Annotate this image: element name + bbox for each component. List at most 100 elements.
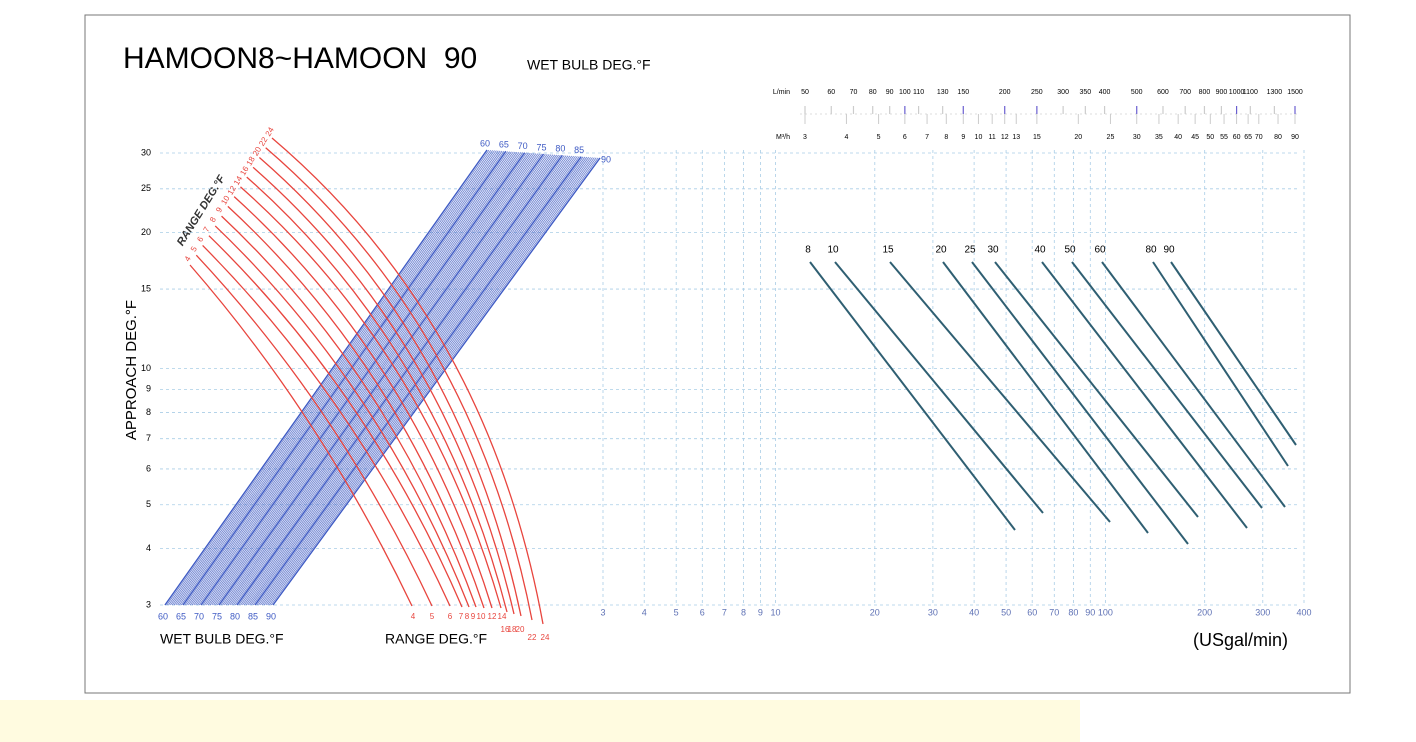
range-label-bottom: 20 [516, 625, 525, 634]
wet-bulb-band-line [173, 150, 497, 606]
m3h-tick-label: 35 [1155, 134, 1163, 141]
m3h-tick-label: 65 [1244, 134, 1252, 141]
wet-bulb-band-line [177, 150, 501, 606]
wet-bulb-band-line [180, 150, 505, 606]
m3h-tick-label: 20 [1074, 134, 1082, 141]
model-line [1152, 261, 1289, 467]
y-tick-label: 6 [146, 463, 151, 473]
wet-bulb-band-line [188, 151, 512, 606]
wet-bulb-band-line [197, 152, 522, 606]
wet-bulb-band-line [263, 157, 591, 606]
x-tick-label: 6 [700, 607, 705, 617]
m3h-tick-label: 80 [1274, 134, 1282, 141]
range-curve [271, 137, 544, 625]
y-tick-label: 30 [141, 147, 151, 157]
x-tick-label: 7 [722, 607, 727, 617]
x-tick-label: 100 [1098, 607, 1113, 617]
chart-title: HAMOON8~HAMOON 90 [123, 42, 477, 75]
model-line [1170, 261, 1297, 446]
y-tick-label: 10 [141, 363, 151, 373]
range-label-bottom: 7 [459, 612, 464, 621]
x-tick-label: 8 [741, 607, 746, 617]
range-label-bottom: 9 [471, 612, 476, 621]
range-label-bottom: 24 [541, 633, 550, 642]
lpm-tick-label: 400 [1099, 89, 1111, 96]
x-tick-label: 90 [1085, 607, 1095, 617]
wet-bulb-label-bottom: 65 [176, 611, 186, 621]
range-curve [240, 186, 502, 609]
x-tick-label: 300 [1255, 607, 1270, 617]
lpm-tick-label: 700 [1179, 89, 1191, 96]
wet-bulb-line [200, 152, 526, 606]
m3h-tick-label: 12 [1001, 134, 1009, 141]
range-label-bottom: 10 [477, 612, 486, 621]
m3h-tick-label: 25 [1107, 134, 1115, 141]
lpm-tick-label: 500 [1131, 89, 1143, 96]
x-tick-label: 70 [1049, 607, 1059, 617]
model-line [1071, 261, 1263, 509]
model-label: 20 [935, 245, 947, 256]
y-tick-label: 25 [141, 183, 151, 193]
lpm-tick-label: 70 [850, 89, 858, 96]
wet-bulb-band-line [258, 156, 586, 606]
range-label-bottom: 5 [430, 612, 435, 621]
wet-bulb-label-bottom: 75 [212, 611, 222, 621]
frame [84, 14, 1351, 694]
wet-bulb-band-line [179, 150, 503, 606]
wet-bulb-band-line [166, 149, 490, 606]
x-tick-label: 30 [928, 607, 938, 617]
range-label-bottom: 22 [528, 633, 537, 642]
wet-bulb-band-line [215, 153, 541, 606]
lpm-tick-label: 250 [1031, 89, 1043, 96]
m3h-tick-label: 90 [1291, 134, 1299, 141]
range-curve [246, 176, 508, 613]
range-curve [258, 157, 522, 617]
wet-bulb-band-line [247, 155, 574, 606]
x-tick-label: 50 [1001, 607, 1011, 617]
wet-bulb-band-line [269, 157, 597, 606]
lpm-tick-label: 1100 [1243, 89, 1258, 96]
model-label: 60 [1094, 245, 1106, 256]
lpm-tick-label: 50 [801, 89, 809, 96]
m3h-tick-label: 11 [989, 134, 996, 141]
x-tick-label: 9 [758, 607, 763, 617]
wet-bulb-label-bottom: 60 [158, 611, 168, 621]
model-label: 30 [987, 245, 999, 256]
lpm-tick-label: 150 [957, 89, 969, 96]
wet-bulb-band-line [220, 153, 546, 606]
m3h-tick-label: 13 [1012, 134, 1020, 141]
y-tick-label: 4 [146, 543, 151, 553]
model-line [1101, 261, 1286, 508]
lpm-tick-label: 130 [937, 89, 949, 96]
wet-bulb-band-line [229, 154, 556, 606]
wet-bulb-label-top: 90 [601, 154, 611, 164]
wet-bulb-band-line [202, 152, 527, 606]
lpm-tick-label: 110 [913, 89, 924, 96]
wet-bulb-line [218, 153, 545, 606]
range-curve [195, 254, 433, 607]
model-label: 15 [882, 245, 894, 256]
wet-bulb-label-top: 65 [499, 140, 509, 150]
wet-bulb-band-line [193, 151, 518, 606]
lpm-unit: L/min [773, 89, 790, 96]
lpm-tick-label: 300 [1057, 89, 1069, 96]
lpm-tick-label: 350 [1079, 89, 1091, 96]
wet-bulb-band-line [240, 155, 567, 606]
wet-bulb-line [164, 149, 488, 606]
wet-bulb-band-line [222, 154, 548, 606]
wet-bulb-band-line [191, 151, 516, 606]
y-tick-label: 9 [146, 384, 151, 394]
model-label: 25 [964, 245, 976, 256]
m3h-tick-label: 50 [1206, 134, 1214, 141]
model-label: 10 [827, 245, 839, 256]
wet-bulb-band-line [171, 150, 495, 606]
model-label: 8 [805, 245, 811, 256]
wet-bulb-band-line [243, 155, 571, 606]
wet-bulb-label-top: 70 [518, 141, 528, 151]
model-label: 80 [1145, 245, 1157, 256]
m3h-tick-label: 9 [961, 134, 965, 141]
model-line [971, 261, 1189, 545]
range-label-top: 7 [202, 225, 212, 234]
wet-bulb-label-top: 60 [480, 138, 490, 148]
x-tick-label: 5 [674, 607, 679, 617]
